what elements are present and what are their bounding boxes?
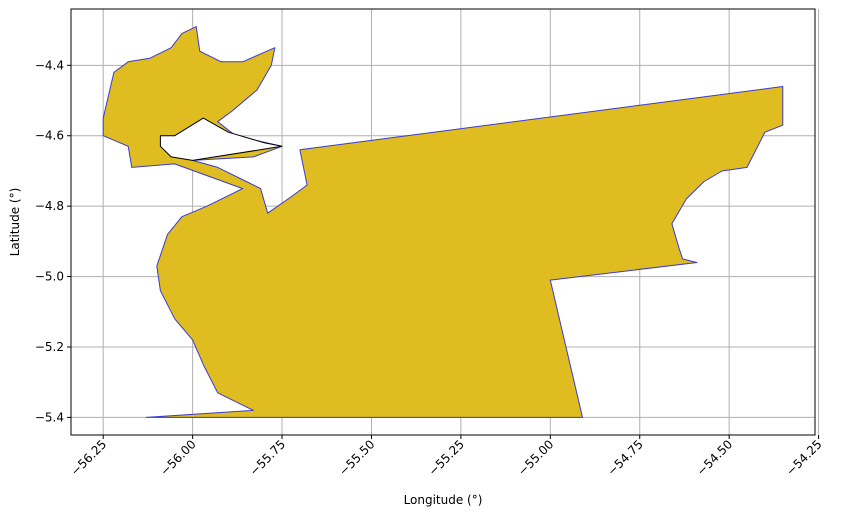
map-regions	[102, 26, 784, 418]
y-axis-ticks: −4.4 −4.6 −4.8 −5.0 −5.2 −5.4	[35, 58, 71, 424]
x-tick-label: −55.25	[426, 437, 467, 478]
y-axis-label: Latitude (°)	[8, 188, 22, 257]
x-tick-label: −54.75	[605, 437, 646, 478]
x-axis-ticks: −56.25 −56.00 −55.75 −55.50 −55.25 −55.00 −54.…	[68, 435, 825, 479]
x-tick-label: −55.00	[515, 437, 556, 478]
y-tick-label: −4.8	[35, 199, 64, 213]
y-tick-label: −5.0	[35, 270, 64, 284]
main-region	[102, 26, 784, 418]
x-axis-label: Longitude (°)	[404, 493, 483, 507]
x-tick-label: −54.50	[694, 437, 735, 478]
y-tick-label: −4.4	[35, 58, 64, 72]
x-tick-label: −54.25	[783, 437, 824, 478]
plot-frame	[70, 8, 816, 436]
y-tick-label: −5.4	[35, 410, 64, 424]
y-tick-label: −4.6	[35, 129, 64, 143]
y-tick-label: −5.2	[35, 340, 64, 354]
x-tick-label: −55.50	[336, 437, 377, 478]
x-tick-label: −56.00	[157, 437, 198, 478]
enclave-region	[159, 117, 283, 161]
x-tick-label: −55.75	[247, 437, 288, 478]
x-tick-label: −56.25	[68, 437, 109, 478]
